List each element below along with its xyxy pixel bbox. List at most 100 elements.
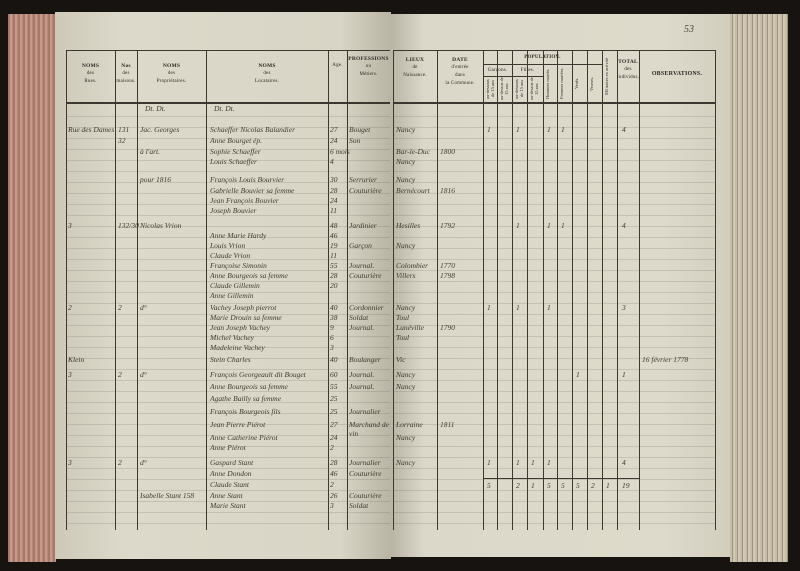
- header-pop-sub: au-dessus de 15 ans: [529, 77, 539, 101]
- row-birthplace: Nancy: [396, 241, 416, 250]
- ruled-line: [393, 248, 715, 249]
- header-text: DATE: [452, 57, 468, 63]
- row-age: 30: [330, 175, 338, 184]
- row-pop-count: 1: [487, 303, 491, 312]
- ruled-line: [393, 435, 715, 436]
- ruled-line: [393, 171, 715, 172]
- row-pop-count: 1: [487, 125, 491, 134]
- row-birthplace: Nancy: [396, 370, 416, 379]
- row-age: 28: [330, 271, 338, 280]
- ruled-line: [393, 336, 715, 337]
- row-total: 1: [622, 370, 626, 379]
- row-pop-count: 1: [516, 221, 520, 230]
- ruled-line: [393, 325, 715, 326]
- ruled-line: [66, 402, 390, 403]
- ruled-line: [393, 446, 715, 447]
- row-profession: Bouget: [349, 125, 371, 134]
- row-tenant: Jean Pierre Piérot: [210, 420, 266, 429]
- header-population: POPULATION.: [524, 55, 561, 60]
- row-tenant: Marie Stant: [210, 501, 246, 510]
- row-tenant: Marie Drouin sa femme: [210, 313, 282, 322]
- header-text: Propriétaires.: [156, 79, 187, 84]
- row-birthplace: Nancy: [396, 382, 416, 391]
- row-age: 46: [330, 231, 338, 240]
- row-profession: Couturière: [349, 491, 382, 500]
- row-birthplace: Lorraine: [396, 420, 423, 429]
- column-line: [115, 50, 116, 530]
- row-birthplace: Nancy: [396, 303, 416, 312]
- ruled-line: [393, 490, 715, 491]
- row-tenant: François Georgeault dit Bouget: [210, 370, 306, 379]
- ruled-line: [66, 149, 390, 150]
- column-line: [393, 50, 394, 530]
- row-age: 27: [330, 420, 338, 429]
- row-street: 3: [68, 370, 72, 379]
- column-line: [137, 50, 138, 530]
- ruled-line: [393, 193, 715, 194]
- table-top-line: [393, 50, 715, 51]
- row-profession: Marchand de vin: [349, 420, 389, 438]
- ruled-line: [66, 512, 390, 513]
- ruled-line: [66, 380, 390, 381]
- row-tenant: Anne Piérot: [210, 443, 246, 452]
- row-tenant: Anne Stant: [210, 491, 243, 500]
- row-tenant: Madeleine Vachey: [210, 343, 265, 352]
- row-pop-count: 1: [561, 221, 565, 230]
- ruled-line: [66, 248, 390, 249]
- ruled-line: [393, 204, 715, 205]
- row-age: 24: [330, 196, 338, 205]
- ruled-line: [393, 237, 715, 238]
- ruled-line: [66, 369, 390, 370]
- header-text: Age.: [332, 63, 343, 68]
- row-owner: Nicolas Vrion: [140, 221, 182, 230]
- row-street: 3: [68, 458, 72, 467]
- row-date: 1798: [440, 271, 455, 280]
- ruled-line: [66, 204, 390, 205]
- ruled-line: [66, 490, 390, 491]
- row-tenant: Jean Joseph Vachey: [210, 323, 270, 332]
- row-tenant: Claude Vrion: [210, 251, 251, 260]
- ruled-line: [66, 435, 390, 436]
- ruled-line: [393, 523, 715, 524]
- ruled-line: [66, 391, 390, 392]
- ruled-line: [66, 226, 390, 227]
- ruled-line: [393, 226, 715, 227]
- row-owner: Jac. Georges: [140, 125, 180, 134]
- table-top-line: [66, 50, 390, 51]
- row-owner: d°: [140, 370, 147, 379]
- row-tenant: Anne Catherine Piérot: [210, 433, 278, 442]
- row-profession: Journal.: [349, 323, 375, 332]
- ruled-line: [66, 314, 390, 315]
- ruled-line: [66, 182, 390, 183]
- ruled-line: [393, 303, 715, 304]
- row-age: 25: [330, 394, 338, 403]
- column-line: [587, 50, 588, 530]
- totals-pop-count: 5: [547, 481, 551, 490]
- header-text: d'entrée: [451, 65, 469, 70]
- row-house: 2: [118, 370, 122, 379]
- row-birthplace: Nancy: [396, 157, 416, 166]
- row-age: 11: [330, 206, 337, 215]
- ruled-line: [66, 501, 390, 502]
- row-owner: d°: [140, 303, 147, 312]
- header-house: Nos des maisons.: [115, 62, 137, 86]
- header-owner: NOMS des Propriétaires.: [137, 62, 206, 86]
- ruled-line: [393, 127, 715, 128]
- ruled-line: [393, 182, 715, 183]
- ruled-line: [66, 281, 390, 282]
- row-street: 3: [68, 221, 72, 230]
- row-pop-count: 1: [547, 303, 551, 312]
- header-text: ou: [365, 64, 372, 69]
- header-observations: OBSERVATIONS.: [651, 71, 703, 77]
- row-age: 2: [330, 443, 334, 452]
- row-profession: Soldat: [349, 313, 369, 322]
- row-age: 60: [330, 370, 338, 379]
- column-line: [715, 50, 716, 530]
- row-owner: pour 1816: [140, 175, 172, 184]
- totals-individuals: 19: [622, 481, 630, 490]
- row-total: 4: [622, 221, 626, 230]
- totals-pop-count: 5: [561, 481, 565, 490]
- ruled-line: [393, 501, 715, 502]
- row-pop-count: 1: [487, 458, 491, 467]
- row-profession: Couturière: [349, 186, 382, 195]
